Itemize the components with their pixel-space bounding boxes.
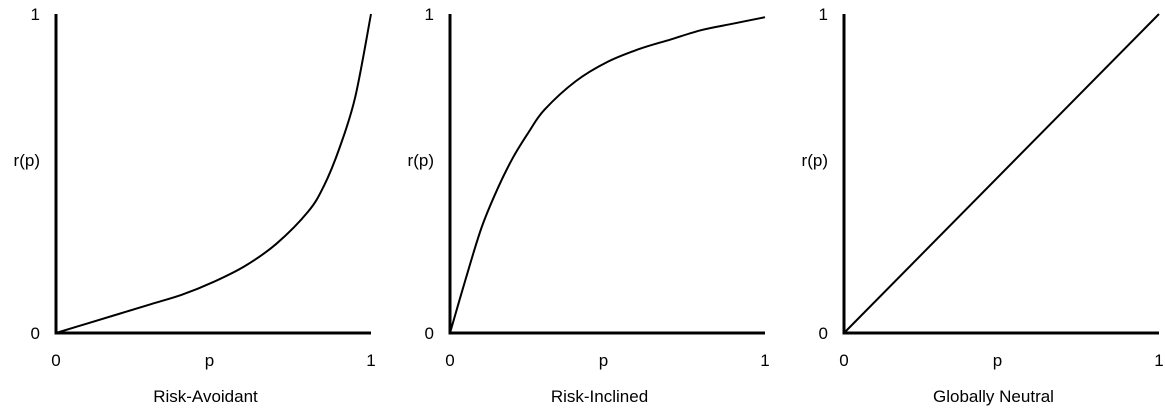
chart-title: Risk-Avoidant <box>153 387 258 406</box>
x-axis-label: p <box>599 351 608 370</box>
chart-title: Risk-Inclined <box>551 387 648 406</box>
y-tick-label: 0 <box>819 324 828 343</box>
x-tick-label: 1 <box>366 351 375 370</box>
y-axis-label: r(p) <box>802 151 828 170</box>
chart-title: Globally Neutral <box>933 387 1054 406</box>
y-tick-label: 1 <box>425 5 434 24</box>
y-tick-label: 0 <box>425 324 434 343</box>
series-line-0 <box>843 13 1160 334</box>
y-tick-label: 1 <box>819 5 828 24</box>
series-line-0 <box>55 13 372 334</box>
x-tick-label: 1 <box>1154 351 1163 370</box>
y-tick-label: 0 <box>31 324 40 343</box>
x-axis-label: p <box>205 351 214 370</box>
x-tick-label: 0 <box>839 351 848 370</box>
y-tick-label: 1 <box>31 5 40 24</box>
x-tick-label: 1 <box>760 351 769 370</box>
x-tick-label: 0 <box>445 351 454 370</box>
series-line-0 <box>449 16 766 334</box>
y-axis-label: r(p) <box>408 151 434 170</box>
x-axis-label: p <box>993 351 1002 370</box>
y-axis-label: r(p) <box>14 151 40 170</box>
x-tick-label: 0 <box>51 351 60 370</box>
